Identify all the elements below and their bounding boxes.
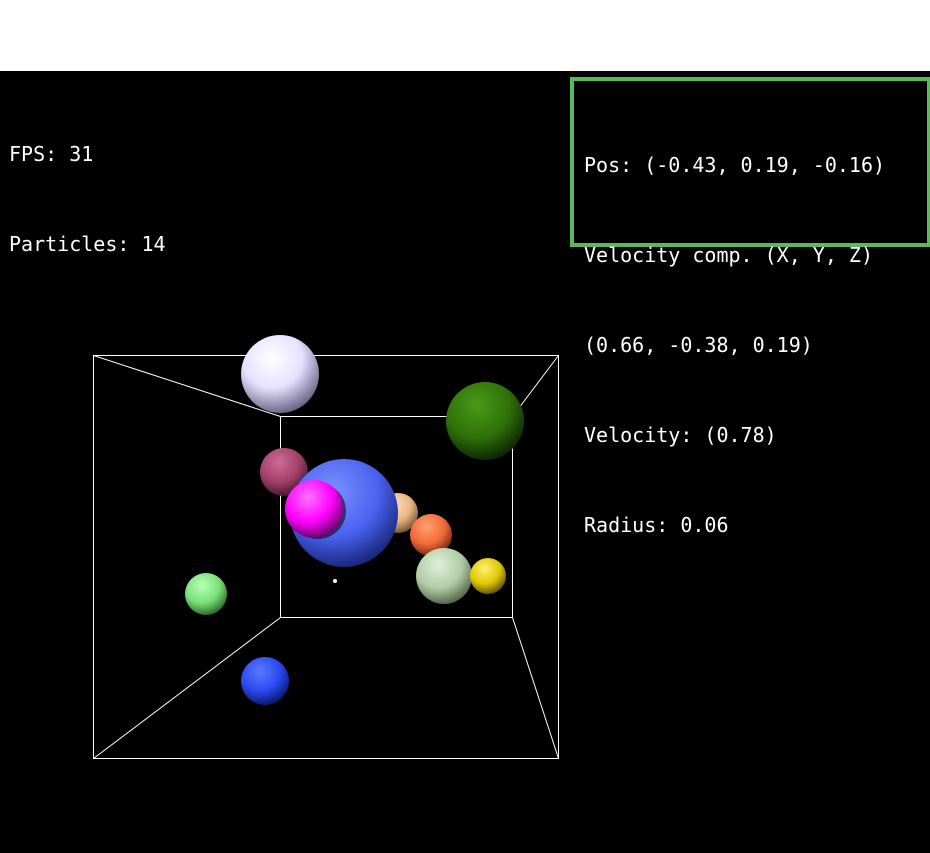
particle-scene[interactable] [0, 71, 930, 853]
position-readout: Pos: (-0.43, 0.19, -0.16) [584, 153, 886, 177]
particles [185, 335, 524, 705]
particle-magenta[interactable] [285, 480, 343, 538]
particle-dark-green[interactable] [446, 382, 524, 460]
particle-orange[interactable] [410, 514, 452, 556]
particle-mauve[interactable] [260, 448, 308, 496]
velocity-components-label: Velocity comp. (X, Y, Z) [584, 243, 873, 267]
particle-light-green[interactable] [185, 573, 227, 615]
fps-readout: FPS: 31 [9, 142, 94, 166]
simulation-viewport[interactable]: FPS: 31 Particles: 14 Pos: (-0.43, 0.19,… [0, 71, 930, 853]
selected-particle-info-panel: Pos: (-0.43, 0.19, -0.16) Velocity comp.… [570, 77, 930, 537]
velocity-components-value: (0.66, -0.38, 0.19) [584, 333, 813, 357]
box-front-face [93, 355, 559, 759]
box-back-face [280, 416, 513, 618]
velocity-readout: Velocity: (0.78) [584, 423, 777, 447]
box-edge-bottom-left [93, 617, 281, 759]
particle-sage[interactable] [416, 548, 472, 604]
box-edge-bottom-right [512, 617, 559, 759]
particle-blue-small[interactable] [241, 657, 289, 705]
particle-tiny[interactable] [333, 579, 337, 583]
title-strip [0, 0, 930, 71]
particle-count-readout: Particles: 14 [9, 232, 166, 256]
particle-lavender[interactable] [241, 335, 319, 413]
particle-yellow[interactable] [470, 558, 506, 594]
box-edge-top-left [93, 355, 281, 417]
radius-readout: Radius: 0.06 [584, 513, 729, 537]
stats-overlay: FPS: 31 Particles: 14 [9, 79, 166, 319]
